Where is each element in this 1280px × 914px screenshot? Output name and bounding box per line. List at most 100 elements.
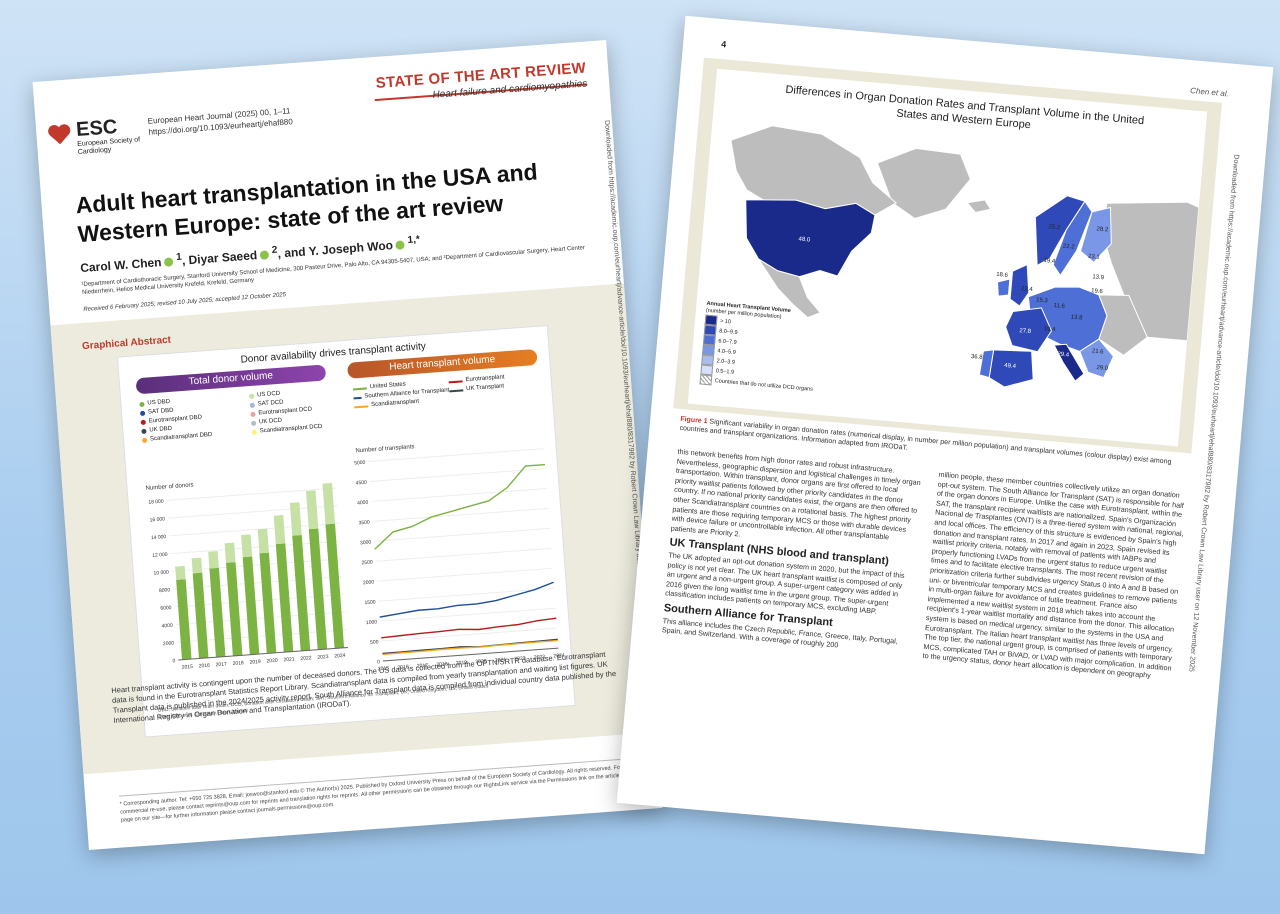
x-tick-label: 2018 — [232, 660, 244, 667]
donor-legend: US DBD US DCD SAT DBD SAT DCD Eurotransplant… — [139, 385, 342, 445]
finland-shape — [1079, 206, 1112, 263]
column-left: this network benefits from high donor ra… — [662, 447, 923, 656]
sweden-shape — [1052, 200, 1093, 277]
journal-citation: European Heart Journal (2025) 00, 1–11 h… — [147, 105, 293, 138]
value-germany: 11.6 — [1053, 302, 1066, 310]
mexico-shape — [758, 258, 822, 319]
x-tick-label: 2019 — [456, 660, 468, 667]
iceland-shape — [968, 200, 990, 212]
value-spain: 49.4 — [1003, 362, 1017, 370]
y-tick-label: 2000 — [363, 579, 375, 586]
y-tick-label: 5000 — [354, 460, 366, 467]
choropleth-map — [730, 125, 1200, 388]
y-tick-label: 0 — [377, 659, 380, 665]
legend-swatch — [449, 388, 464, 392]
legend-swatch — [353, 396, 362, 399]
value-greece: 29.0 — [1096, 364, 1109, 372]
bar — [306, 490, 319, 530]
legend-label: 4.0–5.9 — [717, 348, 736, 356]
legend-swatch — [141, 437, 148, 444]
orcid-icon[interactable] — [395, 240, 406, 251]
legend-swatch — [699, 374, 713, 386]
affil-sup: 1,* — [407, 234, 421, 247]
y-tick-label: 1000 — [366, 619, 378, 626]
author-name[interactable]: Carol W. Chen — [79, 255, 162, 276]
value-us: 48.0 — [798, 236, 811, 244]
legend-swatch — [249, 393, 255, 400]
legend-swatch — [141, 428, 147, 435]
legend-label: 0.5–1.9 — [715, 368, 735, 376]
bar — [289, 502, 302, 536]
orcid-icon[interactable] — [164, 257, 174, 268]
value-belgium: 15.3 — [1035, 297, 1048, 305]
legend-swatch — [250, 411, 256, 418]
author-name[interactable]: , Diyar Saeed — [181, 248, 258, 268]
value-croatia: 21.6 — [1091, 348, 1104, 356]
gridline — [375, 547, 552, 562]
legend-items: > 10 8.0–9.9 6.0–7.9 4.0–5.9 2.0–3.9 0.5–1.9 C… — [699, 314, 818, 395]
gridline — [371, 488, 547, 502]
x-tick-label: 2022 — [300, 655, 312, 662]
france-shape — [1005, 307, 1053, 353]
series-line — [374, 463, 546, 550]
bar — [325, 523, 345, 649]
bar — [292, 535, 311, 651]
page-number: 4 — [720, 39, 727, 50]
balkans-shape — [1079, 338, 1115, 379]
author-name[interactable]: , and Y. Joseph Woo — [277, 238, 394, 261]
x-tick-label: 2022 — [514, 656, 526, 663]
orcid-icon[interactable] — [259, 250, 270, 261]
y-tick-label: 1500 — [364, 599, 376, 606]
legend-label: 8.0–9.9 — [718, 328, 738, 336]
transplant-legend: United States Eurotransplant Southern Alli… — [352, 370, 546, 411]
bar — [273, 515, 286, 545]
correspondence-footer: * Corresponding author. Tel: +650 725 38… — [119, 758, 630, 825]
y-tick-label: 3500 — [358, 520, 370, 527]
y-tick-label: 6000 — [160, 605, 172, 612]
bar — [226, 562, 243, 656]
paragraph: this network benefits from high donor ra… — [670, 446, 922, 542]
heart-icon — [48, 124, 71, 145]
bar — [176, 579, 192, 660]
eastern-europe-shape — [1098, 294, 1148, 356]
y-tick-label: 14 000 — [151, 534, 167, 541]
y-tick-label: 4000 — [161, 623, 173, 630]
series-line — [379, 581, 554, 618]
x-tick-label: 2016 — [199, 663, 211, 670]
bar — [241, 534, 253, 558]
y-tick-label: 18 000 — [148, 499, 164, 506]
x-tick-label: 2015 — [182, 664, 194, 671]
gridline — [374, 527, 550, 542]
x-tick-label: 2016 — [397, 664, 409, 671]
y-tick-label: 8000 — [159, 587, 171, 594]
legend-label: 6.0–7.9 — [718, 338, 737, 346]
series-line — [382, 639, 558, 656]
legend-swatch — [249, 402, 256, 409]
value-poland: 13.9 — [1092, 274, 1105, 282]
figure-1: Differences in Organ Donation Rates and … — [673, 57, 1223, 454]
value-finland: 28.2 — [1096, 226, 1109, 234]
gridline — [378, 587, 555, 602]
y-tick-label: 16 000 — [149, 516, 165, 523]
value-italy: 29.4 — [1057, 351, 1070, 359]
x-tick-label: 2021 — [283, 656, 295, 663]
x-tick-label: 2020 — [475, 658, 487, 665]
gridline — [369, 468, 546, 482]
y-tick-label: 10 000 — [153, 570, 169, 577]
figure-label: Figure 1 — [680, 415, 708, 426]
esc-logo: ESC European Society of Cardiology — [45, 113, 140, 169]
legend-swatch — [139, 401, 145, 408]
y-tick-label: 0 — [172, 658, 175, 664]
value-portugal: 36.8 — [970, 353, 983, 361]
x-tick-label: 2023 — [534, 654, 546, 661]
x-tick-label: 2015 — [378, 666, 390, 673]
legend-label: UK Transplant — [466, 383, 505, 393]
x-tick-label: 2017 — [215, 661, 227, 668]
x-tick-label: 2024 — [334, 653, 346, 660]
legend-label: > 10 — [719, 318, 732, 326]
bar — [175, 565, 186, 580]
bar — [257, 528, 269, 554]
bar — [224, 542, 236, 563]
transplant-line-chart: 0 500 1000 1500 2000 2500 3000 3500 4000 4500 5000… — [354, 448, 565, 673]
legend-swatch — [250, 420, 257, 426]
